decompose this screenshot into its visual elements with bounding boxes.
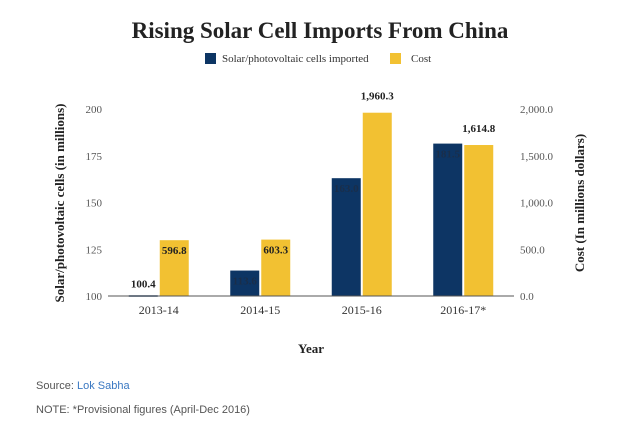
source-line: Source: Lok Sabha (36, 380, 130, 392)
y2-tick-label: 0.0 (520, 291, 534, 303)
x-axis-title: Year (298, 341, 324, 356)
chart-title: Rising Solar Cell Imports From China (132, 18, 509, 43)
bars (128, 112, 494, 297)
legend: Solar/photovoltaic cells imported Cost (205, 53, 431, 65)
y-axis-title: Solar/photovoltaic cells (in millions) (52, 104, 67, 303)
x-tick-label: 2013-14 (139, 303, 179, 317)
y-tick-label: 100 (86, 291, 103, 303)
bar-cost (464, 145, 494, 296)
data-label-cells: 163.0 (334, 183, 359, 195)
y2-axis-title: Cost (In millions dollars) (572, 134, 587, 272)
y-tick-label: 200 (86, 104, 103, 116)
y2-tick-label: 500.0 (520, 244, 545, 256)
data-label-cost: 1,614.8 (462, 123, 496, 135)
data-label-cells: 100.4 (131, 278, 156, 290)
data-labels: 100.4 596.8 113.6 603.3 163.0 1,960.3 181.5 1,6… (131, 91, 496, 291)
bar-cells (230, 270, 260, 296)
bar-cells (433, 143, 463, 296)
y-tick-label: 150 (86, 198, 103, 210)
legend-label-cost: Cost (411, 53, 431, 65)
x-tick-label: 2016-17* (440, 303, 486, 317)
note-text: NOTE: *Provisional figures (April-Dec 20… (36, 404, 250, 416)
chart: Rising Solar Cell Imports From China Sol… (52, 18, 587, 356)
y2-tick-label: 2,000.0 (520, 104, 554, 116)
y-axis-right: 0.0 500.0 1,000.0 1,500.0 2,000.0 (520, 104, 554, 303)
legend-label-cells: Solar/photovoltaic cells imported (222, 53, 369, 65)
y-axis-left: 100 125 150 175 200 (86, 104, 103, 303)
y2-tick-label: 1,500.0 (520, 151, 554, 163)
data-label-cells: 181.5 (435, 149, 460, 161)
data-label-cells: 113.6 (233, 276, 258, 288)
y-tick-label: 125 (86, 244, 103, 256)
x-tick-label: 2014-15 (240, 303, 280, 317)
data-label-cost: 603.3 (263, 245, 288, 257)
y2-tick-label: 1,000.0 (520, 198, 554, 210)
data-label-cost: 596.8 (162, 245, 187, 257)
bar-cost (362, 112, 392, 297)
source-prefix: Source: (36, 380, 77, 392)
bar-cost (261, 239, 291, 296)
bar-cost (159, 240, 189, 296)
legend-swatch-cost (390, 53, 401, 64)
legend-swatch-cells (205, 53, 216, 64)
source-link[interactable]: Lok Sabha (76, 380, 130, 392)
y-tick-label: 175 (86, 151, 103, 163)
bar-cells (331, 178, 361, 296)
x-axis-categories: 2013-14 2014-15 2015-16 2016-17* (139, 303, 487, 317)
data-label-cost: 1,960.3 (361, 91, 395, 103)
x-tick-label: 2015-16 (342, 303, 382, 317)
